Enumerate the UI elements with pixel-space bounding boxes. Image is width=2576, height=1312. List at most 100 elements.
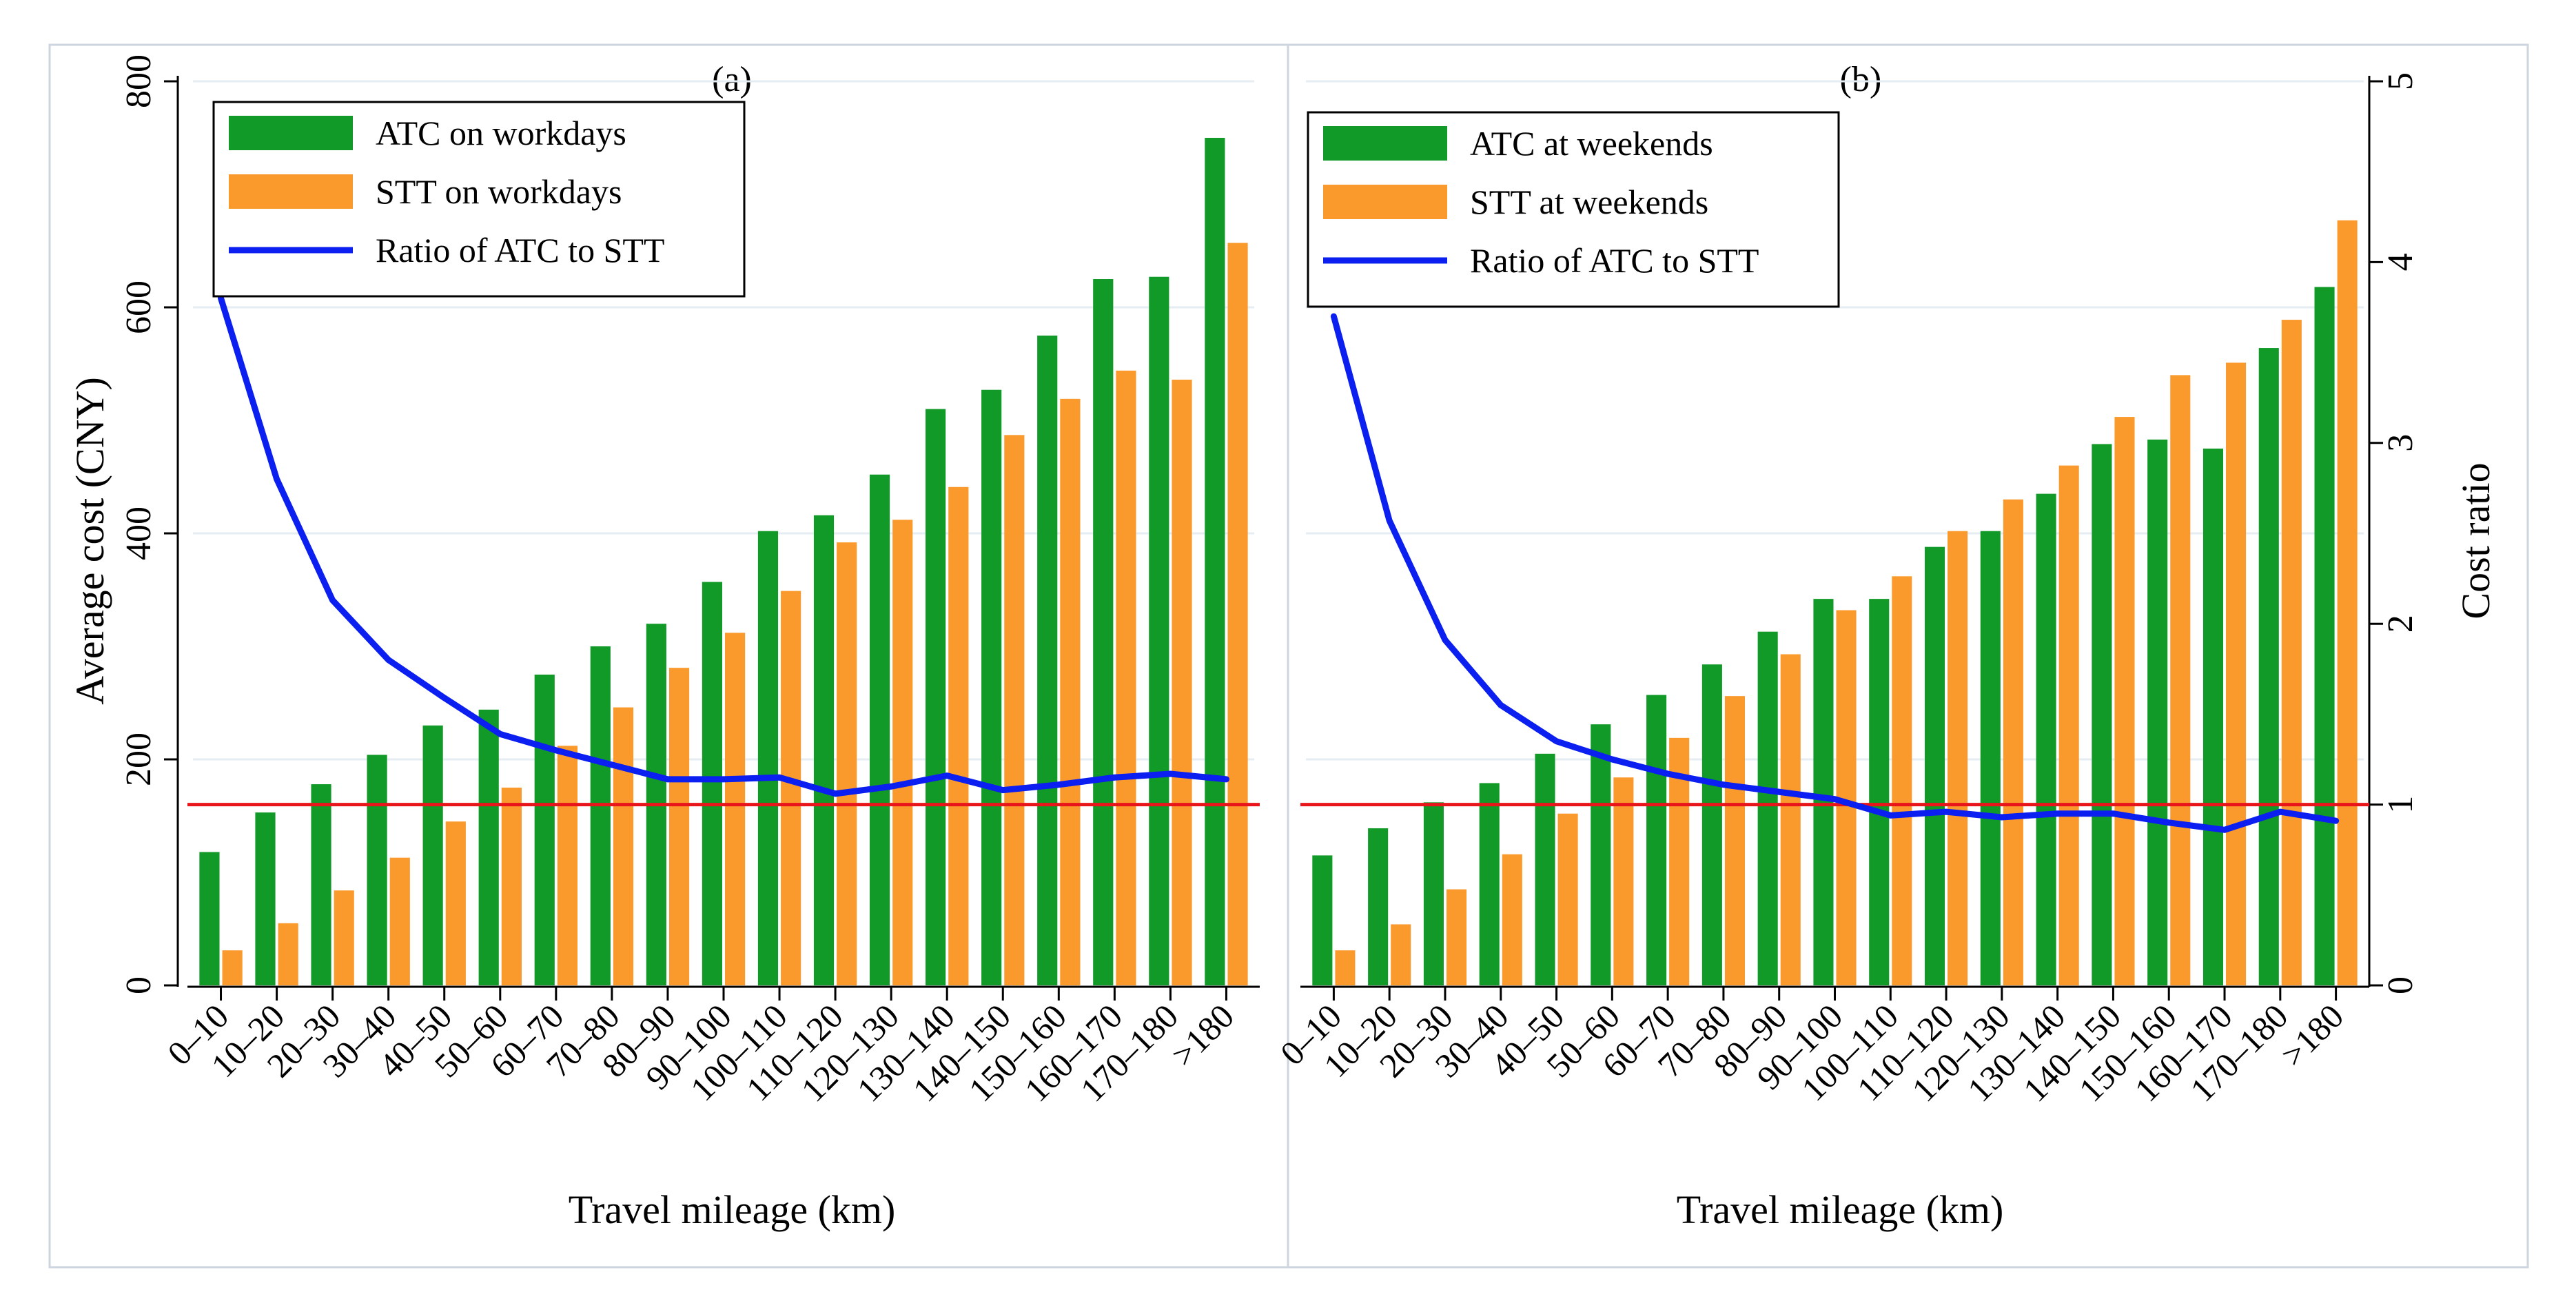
- panel-a-atc-bar: [926, 409, 946, 985]
- panel-b-atc-bar: [1423, 802, 1444, 985]
- panel-b-label: (b): [1840, 60, 1882, 99]
- panel-b-atc-bar: [1591, 724, 1611, 985]
- panel-a-atc-bar: [367, 755, 387, 985]
- panel-a-x-axis-title: Travel mileage (km): [569, 1187, 896, 1232]
- panel-a-atc-bar: [1093, 279, 1114, 985]
- panel-b-atc-bar: [1869, 599, 1890, 985]
- panel-a-legend-swatch-stt: [229, 174, 353, 209]
- panel-b-atc-bar: [1646, 695, 1667, 985]
- panel-b-legend-label-atc: ATC at weekends: [1470, 124, 1713, 163]
- panel-a-stt-bar: [1172, 379, 1192, 985]
- panel-a-stt-bar: [725, 633, 746, 985]
- panel-b-legend-label-stt: STT at weekends: [1470, 183, 1708, 221]
- panel-b-atc-bar: [1980, 531, 2001, 985]
- panel-a-y-tick-label: 200: [119, 732, 159, 786]
- panel-b-y2-tick-label: 2: [2381, 615, 2420, 633]
- panel-a-stt-bar: [445, 821, 466, 985]
- panel-b-stt-bar: [1948, 531, 1968, 985]
- panel-b-x-axis-title: Travel mileage (km): [1677, 1187, 2004, 1232]
- panel-b-atc-bar: [2314, 287, 2335, 986]
- panel-b-y2-tick-label: 5: [2381, 72, 2420, 90]
- panel-b-atc-bar: [2147, 439, 2168, 985]
- panel-a-stt-bar: [781, 591, 801, 985]
- panel-a-stt-bar: [1227, 243, 1248, 985]
- panel-b-y2-axis-title: Cost ratio: [2453, 462, 2498, 619]
- panel-a-y-tick-label: 600: [119, 280, 159, 334]
- panel-a-atc-bar: [478, 709, 499, 985]
- panel-b-stt-bar: [1391, 924, 1411, 985]
- panel-a-atc-bar: [813, 515, 835, 985]
- panel-b-atc-bar: [1757, 631, 1778, 985]
- panel-b-atc-bar: [2258, 348, 2279, 985]
- panel-a-stt-bar: [1004, 435, 1025, 985]
- panel-b-atc-bar: [2092, 444, 2112, 985]
- panel-a-y-axis-title: Average cost (CNY): [68, 377, 112, 705]
- panel-b-stt-bar: [1780, 654, 1801, 985]
- panel-b-legend-swatch-atc: [1323, 126, 1447, 161]
- panel-a-y-tick-label: 0: [119, 976, 159, 994]
- panel-a-y-tick-label: 400: [119, 506, 159, 560]
- panel-a-stt-bar: [501, 788, 522, 985]
- panel-b: (b) Cost ratio Travel mileage (km) 0 1 2 3 4…: [1273, 60, 2498, 1232]
- panel-a-stt-bar: [948, 486, 969, 985]
- panel-b-stt-bar: [2281, 320, 2302, 985]
- panel-b-stt-bar: [1446, 889, 1467, 985]
- panel-a-legend-label-ratio: Ratio of ATC to STT: [376, 231, 664, 269]
- panel-a-atc-bar: [757, 531, 779, 985]
- panel-a-atc-bar: [422, 725, 443, 985]
- panel-a-stt-bar: [1116, 370, 1136, 985]
- panel-a-atc-bar: [311, 784, 331, 985]
- panel-b-atc-bar: [1479, 783, 1500, 985]
- panel-b-y2-tick-label: 1: [2381, 796, 2420, 814]
- panel-b-y2-tick-label: 4: [2381, 253, 2420, 271]
- panel-b-stt-bar: [2170, 375, 2191, 985]
- panel-b-legend-label-ratio: Ratio of ATC to STT: [1470, 241, 1759, 280]
- panel-b-legend-swatch-stt: [1323, 185, 1447, 219]
- panel-a-stt-bar: [1060, 398, 1081, 985]
- panel-a-legend-label-stt: STT on workdays: [376, 172, 622, 211]
- panel-a-atc-bar: [255, 812, 276, 985]
- panel-b-stt-bar: [1557, 813, 1578, 985]
- panel-a-atc-bar: [981, 389, 1002, 985]
- panel-b-atc-bar: [1924, 546, 1945, 985]
- panel-b-stt-bar: [2337, 220, 2358, 986]
- panel-a-atc-bar: [869, 474, 890, 985]
- panel-b-stt-bar: [2003, 499, 2023, 985]
- panel-b-stt-bar: [1335, 950, 1356, 985]
- panel-b-stt-bar: [2226, 362, 2247, 985]
- panel-b-stt-bar: [1724, 696, 1746, 985]
- panel-a-stt-bar: [222, 950, 243, 985]
- panel-a-atc-bar: [1149, 276, 1169, 986]
- panel-a-stt-bar: [334, 890, 354, 985]
- panel-b-atc-bar: [1368, 828, 1389, 985]
- panel-b-atc-bar: [2036, 493, 2056, 985]
- panel-a-atc-bar: [590, 646, 611, 985]
- panel-b-y2-tick-label: 3: [2381, 434, 2420, 452]
- panel-a-ratio-line: [218, 295, 1229, 797]
- panel-b-stt-bar: [2058, 465, 2079, 985]
- panel-a-stt-bar: [278, 923, 298, 985]
- panel-b-stt-bar: [1502, 854, 1522, 985]
- panel-a-atc-bar: [1205, 138, 1225, 985]
- panel-a-stt-bar: [557, 746, 578, 985]
- panel-b-atc-bar: [1813, 599, 1834, 985]
- panel-a-stt-bar: [613, 707, 634, 985]
- panel-b-atc-bar: [1312, 855, 1333, 985]
- panel-a-atc-bar: [702, 582, 722, 985]
- panel-a-label: (a): [712, 60, 752, 99]
- panel-b-stt-bar: [2114, 417, 2135, 985]
- panel-b-atc-bar: [1535, 753, 1555, 985]
- panel-b-atc-bar: [2202, 449, 2224, 985]
- panel-a-legend-swatch-atc: [229, 116, 353, 150]
- panel-a-stt-bar: [837, 542, 857, 985]
- panel-a-atc-bar: [1037, 336, 1058, 985]
- panel-a-stt-bar: [668, 668, 690, 985]
- panel-a-y-tick-label: 800: [119, 54, 159, 108]
- panel-a-stt-bar: [892, 520, 913, 985]
- panel-b-ratio-line: [1330, 313, 2340, 833]
- panel-a-legend-label-atc: ATC on workdays: [376, 114, 626, 152]
- panel-b-atc-bar: [1701, 664, 1722, 985]
- panel-b-stt-bar: [1892, 576, 1912, 985]
- panel-a-atc-bar: [534, 675, 555, 985]
